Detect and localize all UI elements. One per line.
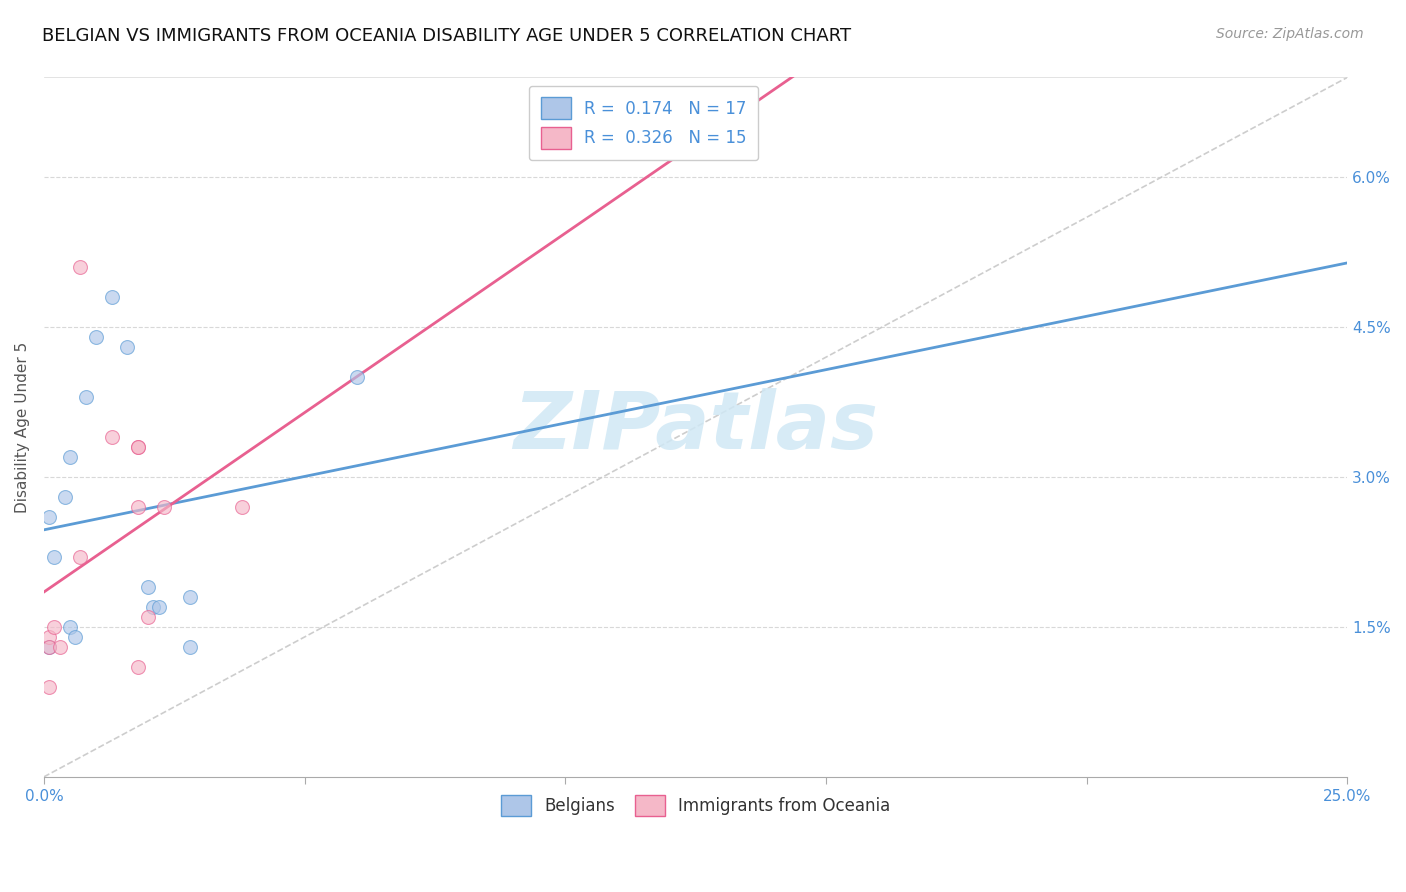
Point	[38, 680, 60, 694]
Point	[69, 260, 91, 275]
Point	[48, 640, 70, 654]
Point	[38, 510, 60, 524]
Point	[44, 549, 66, 564]
Point	[346, 370, 368, 384]
Point	[127, 440, 149, 454]
Point	[38, 640, 60, 654]
Point	[148, 599, 170, 614]
Point	[63, 630, 86, 644]
Text: BELGIAN VS IMMIGRANTS FROM OCEANIA DISABILITY AGE UNDER 5 CORRELATION CHART: BELGIAN VS IMMIGRANTS FROM OCEANIA DISAB…	[42, 27, 851, 45]
Point	[179, 590, 201, 604]
Point	[136, 580, 159, 594]
Point	[84, 330, 107, 344]
Point	[69, 549, 91, 564]
Point	[231, 500, 253, 514]
Point	[53, 490, 76, 504]
Point	[44, 620, 66, 634]
Point	[117, 340, 139, 354]
Point	[38, 640, 60, 654]
Point	[100, 430, 122, 444]
Y-axis label: Disability Age Under 5: Disability Age Under 5	[15, 342, 30, 513]
Point	[100, 290, 122, 304]
Point	[127, 660, 149, 674]
Point	[127, 440, 149, 454]
Point	[59, 450, 82, 464]
Legend: Belgians, Immigrants from Oceania: Belgians, Immigrants from Oceania	[492, 787, 898, 824]
Point	[142, 599, 165, 614]
Point	[38, 630, 60, 644]
Text: Source: ZipAtlas.com: Source: ZipAtlas.com	[1216, 27, 1364, 41]
Point	[75, 390, 97, 404]
Point	[59, 620, 82, 634]
Point	[179, 640, 201, 654]
Point	[136, 610, 159, 624]
Point	[127, 500, 149, 514]
Point	[153, 500, 176, 514]
Text: ZIPatlas: ZIPatlas	[513, 388, 879, 467]
